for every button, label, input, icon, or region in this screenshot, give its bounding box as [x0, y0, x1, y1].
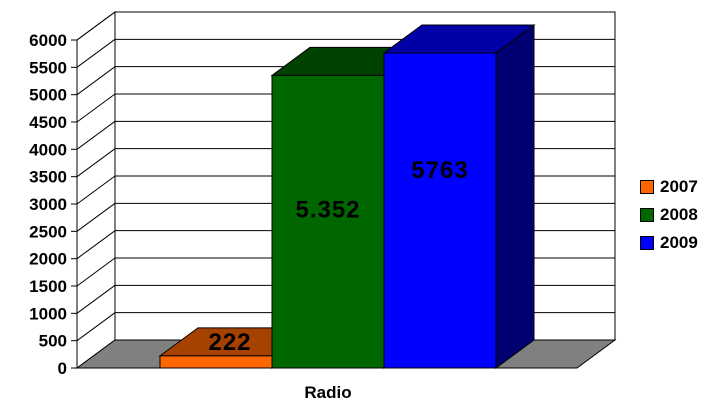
legend: 2007 2008 2009	[640, 173, 698, 257]
legend-swatch-2007	[640, 180, 654, 194]
gridline-side-6000	[76, 11, 116, 41]
bar-front-2007	[159, 355, 273, 369]
gridline-side-4000	[76, 120, 116, 150]
y-tick-label-5500: 5500	[29, 58, 67, 77]
y-tick-label-2500: 2500	[29, 222, 67, 241]
y-tick-label-4000: 4000	[29, 140, 67, 159]
y-tick-label-4500: 4500	[29, 113, 67, 132]
bar-front-2009	[383, 52, 497, 369]
bar-side-2009	[495, 23, 535, 369]
y-tick-label-2000: 2000	[29, 250, 67, 269]
y-tick-label-3000: 3000	[29, 195, 67, 214]
y-tick-label-5000: 5000	[29, 86, 67, 105]
gridline-side-1000	[76, 284, 116, 314]
bar-2009	[382, 23, 536, 369]
legend-item-2009: 2009	[640, 229, 698, 257]
gridline-side-1500	[76, 257, 116, 287]
legend-label-2009: 2009	[660, 233, 698, 252]
x-axis-label: Radio	[304, 383, 351, 402]
gridline-side-4500	[76, 93, 116, 123]
y-tick-label-3500: 3500	[29, 168, 67, 187]
legend-item-2007: 2007	[640, 173, 698, 201]
legend-swatch-2009	[640, 236, 654, 250]
gridline-side-3500	[76, 148, 116, 178]
bars	[158, 23, 536, 369]
gridline-side-2500	[76, 202, 116, 232]
gridline-side-2000	[76, 230, 116, 260]
data-label-2009: 5763	[411, 157, 468, 184]
gridline-side-5000	[76, 66, 116, 96]
legend-label-2008: 2008	[660, 205, 698, 224]
legend-item-2008: 2008	[640, 201, 698, 229]
legend-swatch-2008	[640, 208, 654, 222]
legend-label-2007: 2007	[660, 177, 698, 196]
y-tick-label-0: 0	[58, 359, 67, 378]
data-label-2007: 222	[208, 329, 251, 356]
gridline-side-3000	[76, 175, 116, 205]
data-label-2008: 5.352	[295, 197, 360, 224]
y-tick-labels: 0 500 1000 1500 2000 2500 3000 3500 4000 4500 5000…	[29, 31, 67, 378]
bar-front-2008	[271, 74, 385, 369]
gridline-side-500	[76, 312, 116, 342]
y-tick-label-500: 500	[39, 332, 67, 351]
gridline-side-5500	[76, 38, 116, 68]
y-tick-label-1000: 1000	[29, 304, 67, 323]
data-labels: 222 5.352 5763	[208, 157, 468, 356]
y-tick-label-6000: 6000	[29, 31, 67, 50]
y-tick-label-1500: 1500	[29, 277, 67, 296]
